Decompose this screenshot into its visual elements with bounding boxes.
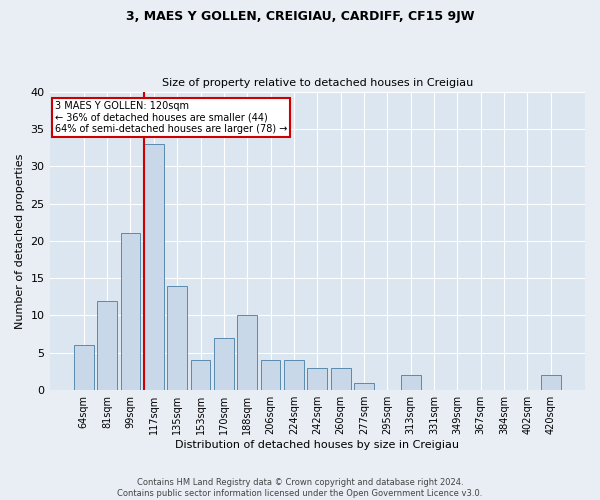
Title: Size of property relative to detached houses in Creigiau: Size of property relative to detached ho… [161,78,473,88]
Y-axis label: Number of detached properties: Number of detached properties [15,153,25,328]
Bar [191,360,211,390]
Bar [74,346,94,390]
Bar [167,286,187,390]
Bar [354,382,374,390]
X-axis label: Distribution of detached houses by size in Creigiau: Distribution of detached houses by size … [175,440,459,450]
Bar [97,300,117,390]
Bar [284,360,304,390]
Bar [401,375,421,390]
Text: Contains HM Land Registry data © Crown copyright and database right 2024.
Contai: Contains HM Land Registry data © Crown c… [118,478,482,498]
Bar [238,316,257,390]
Bar [331,368,350,390]
Bar [260,360,280,390]
Bar [144,144,164,390]
Bar [121,234,140,390]
Bar [214,338,234,390]
Bar [307,368,327,390]
Bar [541,375,560,390]
Text: 3 MAES Y GOLLEN: 120sqm
← 36% of detached houses are smaller (44)
64% of semi-de: 3 MAES Y GOLLEN: 120sqm ← 36% of detache… [55,100,287,134]
Text: 3, MAES Y GOLLEN, CREIGIAU, CARDIFF, CF15 9JW: 3, MAES Y GOLLEN, CREIGIAU, CARDIFF, CF1… [126,10,474,23]
